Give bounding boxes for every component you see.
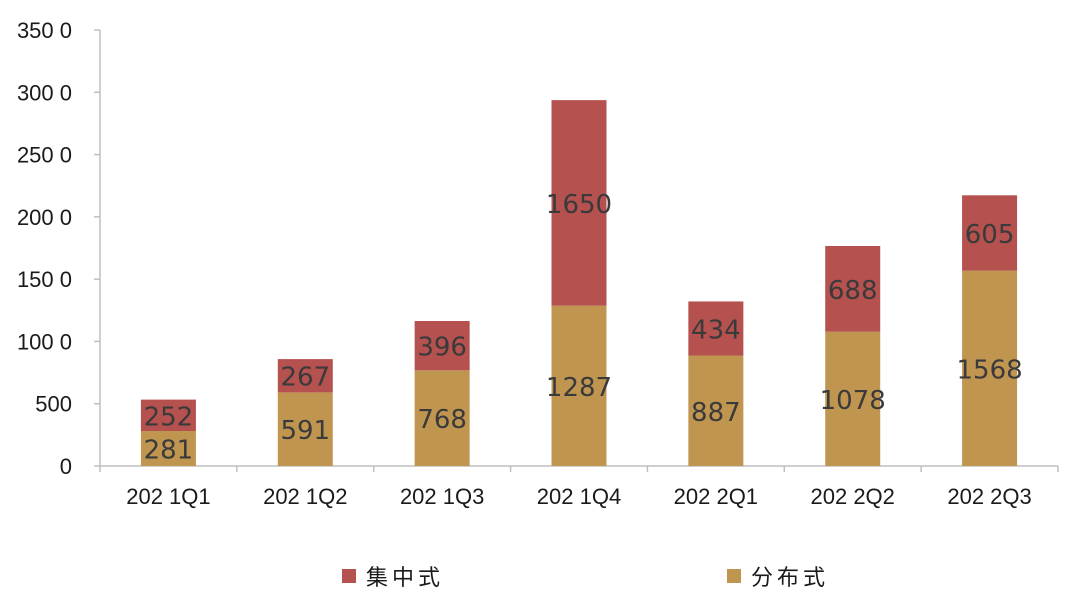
bar-distributed-2021Q2 xyxy=(277,392,333,466)
y-tick-label-2: 100 0 xyxy=(17,329,72,354)
data-label-distributed-2022Q2: 1078 xyxy=(820,386,886,416)
x-axis-ticks: 202 1Q1 202 1Q2 202 1Q3 202 1Q4 202 2Q1 202 2… xyxy=(99,466,1059,509)
bar-centralized-2021Q3 xyxy=(414,320,470,371)
data-label-distributed-2021Q2: 591 xyxy=(280,416,330,446)
bar-distributed-2022Q1 xyxy=(688,355,744,466)
bar-distributed-2021Q3 xyxy=(414,370,470,466)
bar-centralized-2021Q2 xyxy=(277,359,333,393)
y-tick-label-0: 0 xyxy=(60,454,72,479)
bar-centralized-2022Q1 xyxy=(688,301,744,356)
y-tick-label-1: 500 xyxy=(35,392,72,417)
data-label-distributed-2022Q3: 1568 xyxy=(956,355,1022,385)
x-tick-label-2021Q4: 202 1Q4 xyxy=(537,484,621,509)
legend-label-centralized: 集中式 xyxy=(366,566,445,591)
data-label-distributed-2021Q3: 768 xyxy=(417,405,467,435)
y-tick-label-6: 300 0 xyxy=(17,80,72,105)
x-tick-label-2021Q2: 202 1Q2 xyxy=(263,484,347,509)
bar-distributed-2021Q4 xyxy=(551,305,607,466)
data-label-distributed-2021Q1: 281 xyxy=(144,435,194,465)
x-tick-label-2022Q3: 202 2Q3 xyxy=(947,484,1031,509)
legend-label-distributed: 分布式 xyxy=(751,566,830,591)
data-label-centralized-2022Q3: 605 xyxy=(965,220,1015,250)
data-label-centralized-2021Q2: 267 xyxy=(280,363,330,393)
legend-swatch-distributed xyxy=(727,569,741,583)
y-axis-ticks: 0 500 100 0 150 0 200 0 250 0 300 0 350 0 xyxy=(17,18,100,479)
x-tick-label-2021Q3: 202 1Q3 xyxy=(400,484,484,509)
legend-item-distributed: 分布式 xyxy=(727,560,829,592)
bar-centralized-2021Q1 xyxy=(140,399,196,431)
y-tick-label-4: 200 0 xyxy=(17,205,72,230)
x-tick-label-2021Q1: 202 1Q1 xyxy=(126,484,210,509)
y-tick-label-7: 350 0 xyxy=(17,18,72,43)
legend-item-centralized: 集中式 xyxy=(342,560,444,592)
bar-centralized-2022Q3 xyxy=(962,195,1018,271)
x-tick-label-2022Q1: 202 2Q1 xyxy=(674,484,758,509)
bar-centralized-2022Q2 xyxy=(825,246,881,332)
y-tick-label-3: 150 0 xyxy=(17,267,72,292)
data-label-centralized-2021Q1: 252 xyxy=(144,402,194,432)
legend-swatch-centralized xyxy=(342,569,356,583)
data-label-centralized-2022Q2: 688 xyxy=(828,276,878,306)
x-tick-label-2022Q2: 202 2Q2 xyxy=(811,484,895,509)
data-label-centralized-2021Q4: 1650 xyxy=(546,190,612,220)
bar-centralized-2021Q4 xyxy=(551,100,607,306)
y-tick-label-5: 250 0 xyxy=(17,143,72,168)
bar-distributed-2022Q3 xyxy=(962,270,1018,466)
bar-distributed-2021Q1 xyxy=(140,430,196,466)
data-label-centralized-2021Q3: 396 xyxy=(417,333,467,363)
data-label-distributed-2021Q4: 1287 xyxy=(546,373,612,403)
data-label-distributed-2022Q1: 887 xyxy=(691,398,741,428)
data-label-centralized-2022Q1: 434 xyxy=(691,315,741,345)
bar-distributed-2022Q2 xyxy=(825,331,881,466)
